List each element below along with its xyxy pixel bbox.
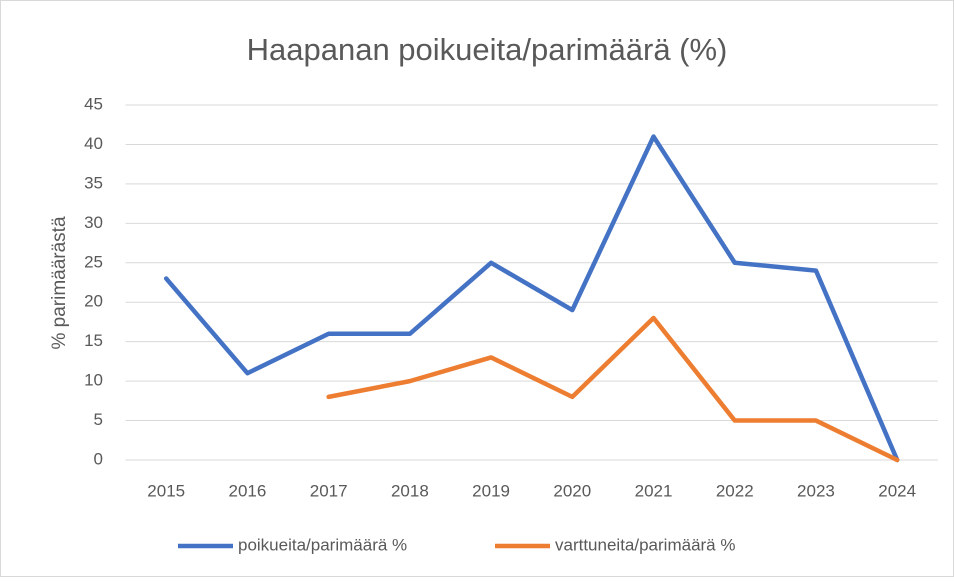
x-tick-label: 2022 [716, 481, 754, 500]
y-tick-label: 5 [94, 410, 103, 429]
x-tick-label: 2015 [147, 481, 185, 500]
x-tick-label: 2019 [472, 481, 510, 500]
y-tick-label: 25 [84, 252, 103, 271]
y-axis-label: % parimäärästä [49, 216, 70, 349]
data-line [163, 134, 900, 463]
y-tick-label: 10 [84, 371, 103, 390]
data-line [326, 315, 900, 463]
y-tick-label: 20 [84, 292, 103, 311]
y-tick-label: 35 [84, 173, 103, 192]
y-tick-label: 45 [84, 94, 103, 113]
x-tick-label: 2021 [635, 481, 673, 500]
y-tick-label: 40 [84, 134, 103, 153]
x-tick-label: 2024 [878, 481, 916, 500]
legend-label: poikueita/parimäärä % [238, 535, 407, 554]
y-tick-label: 15 [84, 331, 103, 350]
x-tick-label: 2016 [229, 481, 267, 500]
x-tick-label: 2020 [553, 481, 591, 500]
x-tick-label: 2017 [310, 481, 348, 500]
chart-title: Haapanan poikueita/parimäärä (%) [247, 32, 728, 67]
y-tick-label: 30 [84, 213, 103, 232]
legend-label: varttuneita/parimäärä % [555, 535, 735, 554]
y-tick-label: 0 [94, 449, 103, 468]
x-tick-label: 2018 [391, 481, 429, 500]
x-tick-label: 2023 [797, 481, 835, 500]
